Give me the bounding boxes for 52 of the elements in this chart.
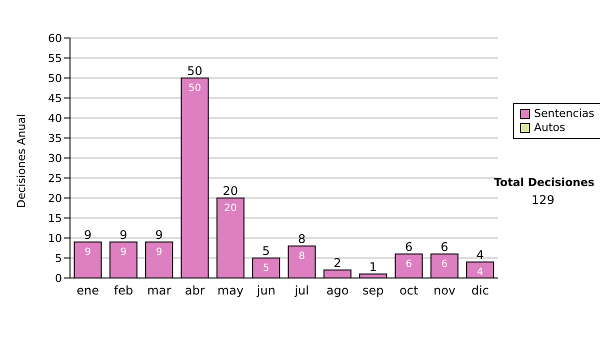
total-label: 4 [476,248,484,262]
y-tick-label: 10 [48,232,62,245]
total-label: 9 [84,228,92,242]
legend-label: Sentencias [534,107,594,121]
y-tick-label: 15 [48,212,62,225]
total-label: 5 [262,244,270,258]
total-label: 20 [222,184,238,198]
data-label: 9 [120,247,127,258]
total-label: 2 [334,256,342,270]
data-label: 4 [476,267,484,278]
y-tick-label: 40 [48,112,62,125]
y-axis-title: Decisiones Anual [14,114,28,208]
x-tick-label: sep [362,284,384,298]
data-label: 5 [262,263,270,274]
text: 129 [530,193,556,207]
x-tick-label: may [217,284,244,298]
data-label: 6 [441,259,448,270]
x-tick-label: nov [433,284,456,298]
x-tick-label: feb [114,284,134,298]
total-label: 1 [369,260,377,274]
x-tick-label: oct [400,284,418,298]
y-tick-label: 0 [55,272,62,285]
data-label: 9 [156,247,162,258]
y-tick-label: 35 [48,132,62,145]
y-tick-label: 45 [48,92,62,105]
legend-label: Autos [534,121,566,135]
total-label: 50 [187,64,202,78]
total-label: 9 [120,228,128,242]
x-tick-label: dic [471,284,489,298]
y-tick-label: 50 [48,72,62,85]
y-tick-label: 60 [48,32,62,45]
y-tick-label: 25 [48,172,62,185]
total-label: 9 [155,228,163,242]
data-label: 50 [188,83,202,94]
annotation: Total Decisiones [494,176,594,189]
x-tick-label: jun [256,284,276,298]
y-tick-label: 30 [48,152,62,165]
x-tick-label: abr [184,284,205,298]
total-label: 6 [440,240,448,254]
x-tick-label: ene [76,284,100,298]
x-tick-label: mar [147,284,172,298]
data-label: 8 [298,251,305,262]
data-label: 9 [84,247,91,258]
data-label: 6 [406,259,412,270]
y-tick-label: 5 [55,252,62,265]
data-label: 20 [224,203,237,214]
x-tick-label: ago [326,284,349,298]
total-label: 6 [404,240,413,254]
y-tick-label: 20 [48,192,62,205]
y-tick-label: 55 [48,52,62,65]
total-label: 8 [298,232,306,246]
x-tick-label: jul [294,284,309,298]
